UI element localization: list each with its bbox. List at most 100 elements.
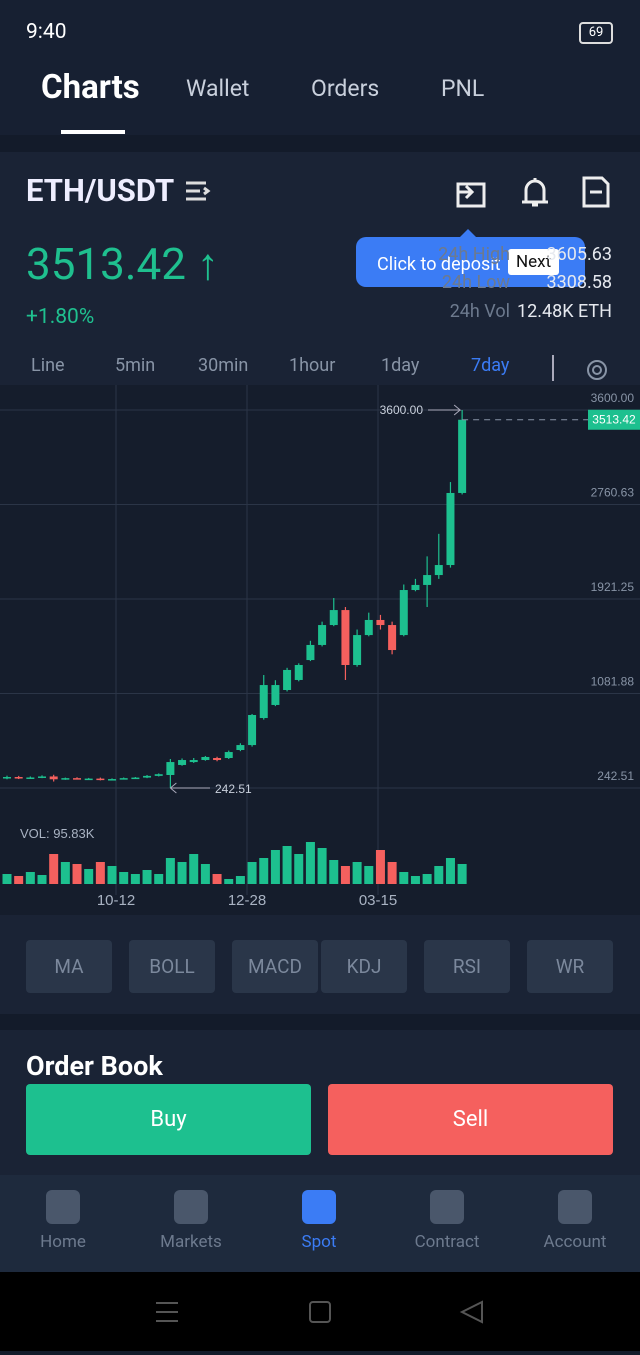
candle-body bbox=[306, 644, 315, 661]
candle-body bbox=[318, 625, 327, 645]
indicator-button[interactable]: WR bbox=[527, 940, 613, 993]
indicator-button[interactable]: KDJ bbox=[321, 940, 407, 993]
buy-button[interactable]: Buy bbox=[26, 1084, 311, 1155]
candle-body bbox=[446, 492, 455, 566]
volume-label: VOL: 95.83K bbox=[20, 826, 95, 841]
volume-bar bbox=[247, 862, 257, 884]
header bbox=[0, 0, 640, 135]
y-tick-label: 242.51 bbox=[597, 769, 634, 783]
volume-bar bbox=[60, 862, 70, 884]
last-price: 3513.42 ↑ bbox=[26, 238, 219, 290]
pair-menu-icon[interactable] bbox=[184, 178, 212, 204]
candle-body bbox=[423, 575, 432, 585]
volume-bar bbox=[387, 862, 397, 884]
interval[interactable]: 7day bbox=[471, 355, 510, 376]
volume-bar bbox=[95, 862, 105, 884]
tab[interactable]: Wallet bbox=[186, 75, 250, 102]
volume-bar bbox=[37, 875, 47, 884]
volume-bar bbox=[445, 858, 455, 884]
candle-body bbox=[271, 685, 280, 705]
candle-body bbox=[411, 584, 420, 591]
indicator-button[interactable]: MA bbox=[26, 940, 112, 993]
nav-item[interactable]: Markets bbox=[141, 1190, 241, 1252]
volume-bar bbox=[422, 874, 432, 884]
candle-body bbox=[61, 778, 70, 780]
candle-body bbox=[259, 685, 268, 719]
interval[interactable]: 1hour bbox=[289, 355, 336, 376]
candle-body bbox=[329, 610, 338, 626]
volume-bar bbox=[14, 876, 24, 884]
candle-body bbox=[119, 778, 128, 780]
volume-bar bbox=[317, 848, 327, 884]
tooltip-next[interactable]: Next bbox=[508, 249, 560, 275]
volume-bar bbox=[107, 866, 117, 884]
sell-button[interactable]: Sell bbox=[328, 1084, 613, 1155]
nav-item[interactable]: Home bbox=[13, 1190, 113, 1252]
candle-body bbox=[96, 778, 105, 781]
tooltip-arrow bbox=[460, 229, 476, 237]
volume-bar bbox=[235, 876, 245, 884]
nav-item[interactable]: Spot bbox=[269, 1190, 369, 1252]
divider bbox=[552, 355, 554, 381]
volume-bar bbox=[375, 850, 385, 884]
candle-body bbox=[49, 776, 58, 780]
tab[interactable]: PNL bbox=[441, 75, 485, 102]
interval[interactable]: 30min bbox=[198, 355, 249, 376]
volume-bar bbox=[294, 854, 304, 884]
candle-body bbox=[283, 669, 292, 690]
volume-bar bbox=[72, 864, 82, 884]
max-marker bbox=[428, 404, 462, 416]
tab[interactable]: Orders bbox=[311, 75, 380, 102]
volume-bar bbox=[224, 879, 234, 884]
stat-label: 24h Low bbox=[441, 272, 510, 293]
candle-body bbox=[458, 419, 467, 493]
pair[interactable]: ETH/USDT bbox=[26, 172, 175, 209]
nav-icon bbox=[174, 1190, 208, 1224]
volume-bar bbox=[457, 864, 467, 884]
candle-body bbox=[26, 777, 35, 779]
candle-body bbox=[3, 777, 11, 779]
volume-bar bbox=[399, 872, 409, 884]
stat-label: 24h Vol bbox=[449, 301, 510, 322]
candle-body bbox=[166, 762, 175, 775]
interval[interactable]: 1day bbox=[381, 355, 420, 376]
candle-body bbox=[399, 590, 408, 636]
candle-body bbox=[364, 619, 373, 636]
volume-bar bbox=[25, 872, 35, 884]
min-marker bbox=[170, 782, 210, 794]
candle-body bbox=[131, 777, 140, 780]
nav-label: Account bbox=[543, 1232, 607, 1252]
volume-bar bbox=[49, 854, 59, 884]
candle-body bbox=[341, 610, 350, 666]
interval[interactable]: Line bbox=[31, 355, 65, 376]
volume-bar bbox=[259, 858, 269, 884]
nav-label: Spot bbox=[301, 1232, 337, 1252]
volume-bar bbox=[119, 872, 129, 884]
y-tick-label: 1081.88 bbox=[591, 675, 635, 689]
candle-body bbox=[189, 760, 198, 763]
stat-value: 3605.63 bbox=[546, 244, 612, 265]
nav-item[interactable]: Account bbox=[525, 1190, 625, 1252]
nav-icon bbox=[558, 1190, 592, 1224]
indicator-button[interactable]: RSI bbox=[424, 940, 510, 993]
indicator-button[interactable]: BOLL bbox=[129, 940, 215, 993]
min-marker-label: 242.51 bbox=[215, 782, 252, 796]
volume-bar bbox=[434, 866, 444, 884]
order-book-title: Order Book bbox=[26, 1050, 163, 1082]
candlestick-chart: 3600.00 2760.63 1921.25 1081.88 242.51 10-12 1… bbox=[0, 385, 640, 915]
volume-bar bbox=[352, 862, 362, 884]
tab[interactable]: Charts bbox=[41, 68, 140, 107]
interval[interactable]: 5min bbox=[115, 355, 156, 376]
action-icons[interactable] bbox=[454, 174, 614, 208]
settings-icon[interactable] bbox=[585, 358, 609, 382]
volume-bar bbox=[130, 874, 140, 884]
indicator-button[interactable]: MACD bbox=[232, 940, 318, 993]
x-tick-label: 10-12 bbox=[97, 892, 135, 909]
nav-item[interactable]: Contract bbox=[397, 1190, 497, 1252]
candle-body bbox=[73, 778, 82, 780]
nav-icon bbox=[302, 1190, 336, 1224]
y-tick-label: 3600.00 bbox=[591, 391, 635, 405]
volume-bar bbox=[142, 870, 152, 884]
volume-bar bbox=[364, 866, 374, 884]
candle-body bbox=[201, 756, 210, 761]
